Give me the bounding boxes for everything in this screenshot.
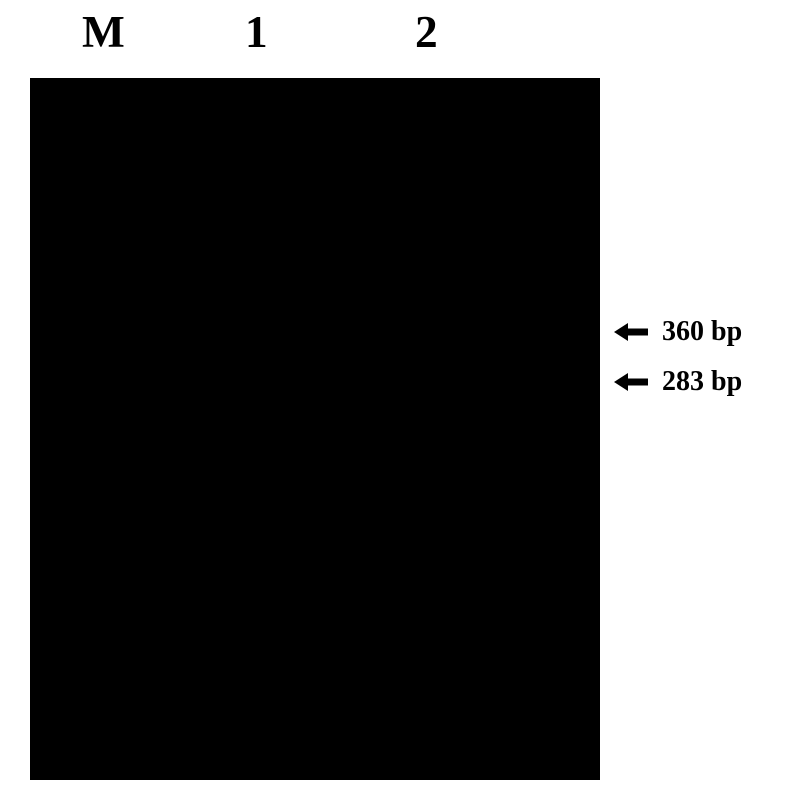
arrow-head [614,373,628,391]
arrow-left-icon [614,373,648,391]
lane-label-1: 1 [245,10,268,55]
gel-image [30,78,600,780]
arrow-shaft [628,379,648,386]
band-size-label: 283 bp [662,368,742,396]
arrow-head [614,323,628,341]
band-annotation-283bp: 283 bp [614,373,742,391]
arrow-shaft [628,329,648,336]
lane-label-2: 2 [415,10,438,55]
band-size-label: 360 bp [662,318,742,346]
arrow-left-icon [614,323,648,341]
lane-label-marker: M [82,10,125,55]
gel-figure: M 1 2 360 bp 283 bp [0,0,801,808]
band-annotation-360bp: 360 bp [614,323,742,341]
